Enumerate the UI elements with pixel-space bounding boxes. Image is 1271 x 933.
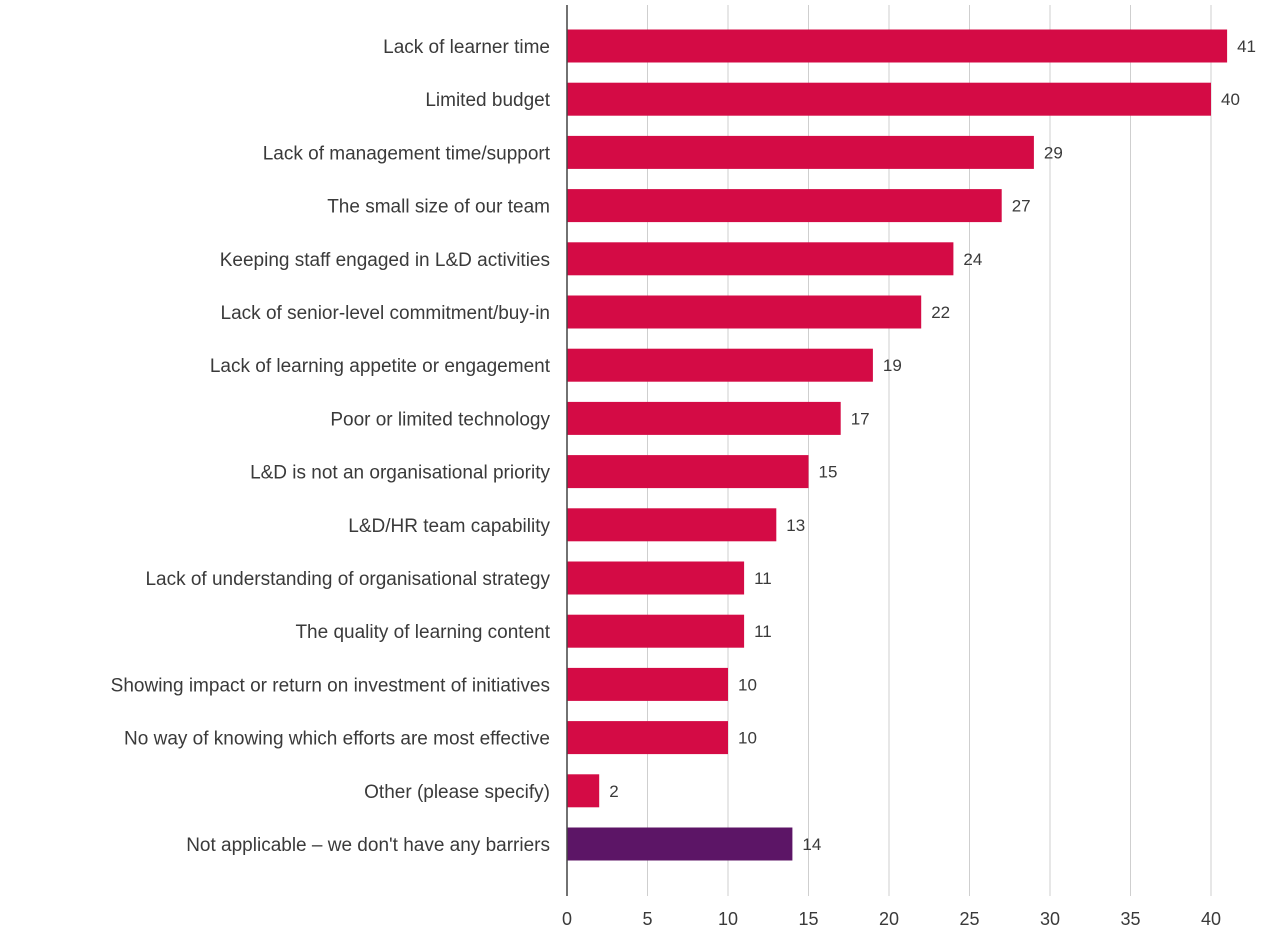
data-label: 41 <box>1237 37 1256 56</box>
category-label: Showing impact or return on investment o… <box>111 675 550 696</box>
x-tick-label: 0 <box>562 909 572 929</box>
x-tick-label: 25 <box>959 909 979 929</box>
bar <box>567 827 793 861</box>
data-label: 19 <box>883 356 902 375</box>
category-label: L&D/HR team capability <box>348 516 550 537</box>
x-axis-ticks: 0 5 10 15 20 25 30 35 40 <box>562 909 1221 929</box>
bar <box>567 774 600 808</box>
data-label: 15 <box>819 463 838 482</box>
data-label: 29 <box>1044 143 1063 162</box>
data-label: 11 <box>754 569 772 588</box>
category-label: Poor or limited technology <box>330 409 550 430</box>
data-label: 22 <box>931 303 950 322</box>
data-label: 10 <box>738 675 757 694</box>
data-label: 13 <box>786 516 805 535</box>
x-tick-label: 30 <box>1040 909 1060 929</box>
bar <box>567 135 1034 169</box>
category-label: Lack of understanding of organisational … <box>145 569 550 590</box>
bar <box>567 508 777 542</box>
category-label: No way of knowing which efforts are most… <box>124 729 550 750</box>
bar <box>567 561 745 595</box>
bar <box>567 401 841 435</box>
category-label: L&D is not an organisational priority <box>250 463 550 484</box>
bar <box>567 667 728 701</box>
category-labels: Lack of learner time Limited budget Lack o… <box>111 37 551 856</box>
x-tick-label: 20 <box>879 909 899 929</box>
bar <box>567 614 745 648</box>
category-label: The quality of learning content <box>295 622 550 643</box>
category-label: Lack of learning appetite or engagement <box>210 356 551 377</box>
category-label: Not applicable – we don't have any barri… <box>186 835 550 856</box>
data-label: 10 <box>738 729 757 748</box>
x-tick-label: 35 <box>1120 909 1140 929</box>
x-tick-label: 5 <box>642 909 652 929</box>
category-label: Lack of senior-level commitment/buy-in <box>221 303 550 324</box>
category-label: Lack of management time/support <box>263 143 551 164</box>
bar <box>567 242 954 276</box>
x-tick-label: 10 <box>718 909 738 929</box>
category-label: Limited budget <box>425 90 550 111</box>
data-label: 40 <box>1221 90 1240 109</box>
category-label: Lack of learner time <box>383 37 550 58</box>
data-label: 24 <box>963 250 982 269</box>
category-label: The small size of our team <box>327 197 550 218</box>
data-label: 14 <box>802 835 821 854</box>
x-tick-label: 40 <box>1201 909 1221 929</box>
bar <box>567 721 728 755</box>
bar <box>567 82 1211 116</box>
bar <box>567 189 1002 223</box>
data-label: 11 <box>754 622 772 641</box>
bars <box>567 29 1228 861</box>
bar <box>567 29 1228 63</box>
bar <box>567 348 873 382</box>
value-labels: 41 40 29 27 24 22 19 17 15 13 11 11 10 10 2 14 <box>609 37 1256 854</box>
data-label: 2 <box>609 782 618 801</box>
category-label: Keeping staff engaged in L&D activities <box>220 250 550 271</box>
bar <box>567 295 922 329</box>
data-label: 27 <box>1012 197 1031 216</box>
x-tick-label: 15 <box>798 909 818 929</box>
category-label: Other (please specify) <box>364 782 550 803</box>
bar <box>567 455 809 489</box>
data-label: 17 <box>851 409 870 428</box>
